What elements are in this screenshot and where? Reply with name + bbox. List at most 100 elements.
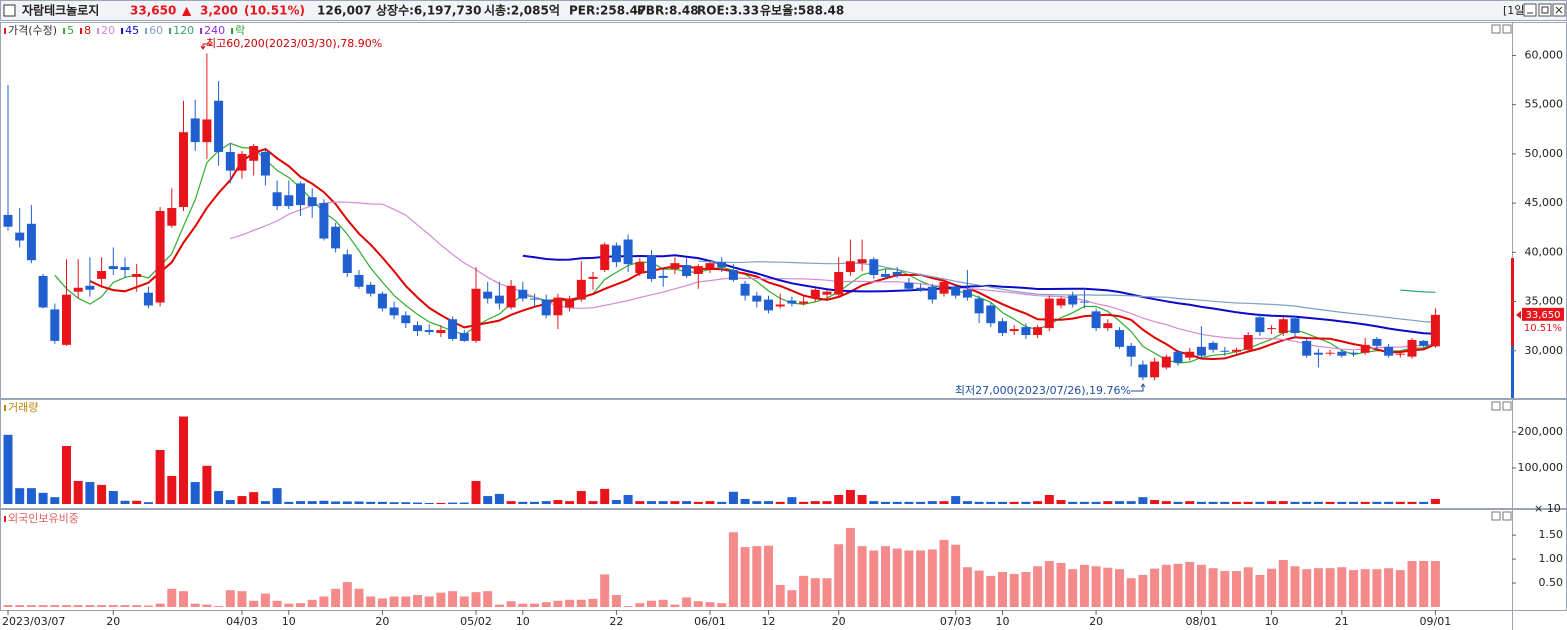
last-price-pointer xyxy=(1516,310,1521,319)
bar xyxy=(471,480,481,504)
candle-body xyxy=(190,118,200,143)
bar xyxy=(810,578,820,607)
bar xyxy=(1079,501,1089,504)
candle-body xyxy=(284,195,294,207)
minimize-button[interactable] xyxy=(1523,3,1537,17)
candle-body xyxy=(1091,311,1101,329)
bar xyxy=(1384,568,1394,607)
bar xyxy=(647,501,656,504)
legend-label: 락 xyxy=(235,24,245,37)
bar xyxy=(459,596,469,607)
bar xyxy=(658,599,668,607)
period[interactable]: [1일] xyxy=(1503,3,1529,17)
bar xyxy=(1079,564,1089,607)
change: 3,200 xyxy=(200,4,238,18)
panel-button[interactable] xyxy=(1502,511,1512,521)
candle-body xyxy=(448,319,458,339)
bar xyxy=(588,598,598,607)
candle-body xyxy=(296,183,305,206)
bar xyxy=(167,588,177,607)
candle-body xyxy=(494,295,504,304)
candle-body xyxy=(974,298,984,314)
bar xyxy=(120,500,130,504)
candle-body xyxy=(237,153,247,171)
bar xyxy=(1068,569,1078,607)
bar xyxy=(834,544,844,607)
bar xyxy=(600,574,610,607)
candle-body xyxy=(132,273,142,277)
x-tick-label: 22 xyxy=(609,615,623,628)
bar xyxy=(775,501,785,504)
bar xyxy=(974,501,984,504)
bar xyxy=(354,588,364,607)
panel-button[interactable] xyxy=(1502,24,1512,34)
candle-body xyxy=(413,325,422,332)
bar xyxy=(143,605,153,607)
bar xyxy=(1290,566,1300,607)
bar xyxy=(1009,573,1019,607)
bar xyxy=(366,596,376,607)
bar xyxy=(635,501,645,504)
candle-body xyxy=(1302,340,1312,356)
bar xyxy=(26,488,36,504)
maximize-button[interactable] xyxy=(1538,3,1552,17)
bar xyxy=(951,544,961,607)
bar xyxy=(225,500,235,504)
bar xyxy=(717,603,727,607)
bar xyxy=(1349,570,1358,607)
bar xyxy=(190,482,200,504)
bar xyxy=(1325,568,1335,607)
bar xyxy=(1255,574,1265,607)
checkbox[interactable] xyxy=(3,4,16,17)
candle-body xyxy=(775,304,785,307)
candle-body xyxy=(1208,342,1218,350)
candle-body xyxy=(834,272,844,295)
candle-body xyxy=(15,232,25,241)
bar xyxy=(190,603,200,607)
shares: 상장수:6,197,730 xyxy=(376,3,481,18)
bar xyxy=(494,493,504,504)
bar xyxy=(1220,501,1230,504)
bar xyxy=(869,550,879,607)
annotation-arrow xyxy=(1131,383,1146,392)
bar xyxy=(530,603,539,607)
bar xyxy=(1278,501,1288,504)
bar xyxy=(799,575,809,607)
bar xyxy=(775,584,785,607)
bar xyxy=(249,600,259,607)
bar xyxy=(413,502,422,504)
panel-buttons xyxy=(1491,24,1512,521)
candle-body xyxy=(1185,351,1195,358)
legend-label: 가격(수정) xyxy=(8,24,57,37)
bar xyxy=(541,501,551,504)
panel-button[interactable] xyxy=(1491,511,1501,521)
bar xyxy=(670,604,680,607)
bar xyxy=(927,501,937,504)
bar xyxy=(202,604,212,607)
candle-body xyxy=(354,274,364,287)
bar xyxy=(705,501,715,504)
candle-body xyxy=(272,192,282,207)
candle-body xyxy=(1267,328,1277,330)
bar xyxy=(366,501,376,504)
x-tick-label: 20 xyxy=(106,615,120,628)
bar xyxy=(132,605,142,607)
bar xyxy=(1150,500,1160,504)
candle-body xyxy=(3,214,13,227)
bar xyxy=(565,599,575,607)
bar xyxy=(1232,571,1241,607)
panel-button[interactable] xyxy=(1491,24,1501,34)
bar xyxy=(752,546,762,607)
panel-button[interactable] xyxy=(1502,401,1512,411)
reserve-ratio: 유보율:588.48 xyxy=(760,4,844,18)
bar xyxy=(881,501,890,504)
bar xyxy=(1068,501,1078,504)
panel-button[interactable] xyxy=(1491,401,1501,411)
legend-marker xyxy=(121,28,124,34)
bar xyxy=(810,501,820,504)
bar xyxy=(1021,572,1031,607)
window-buttons xyxy=(1523,3,1566,17)
bar xyxy=(377,598,387,607)
candle-body xyxy=(810,289,820,299)
candle-body xyxy=(1033,327,1043,336)
